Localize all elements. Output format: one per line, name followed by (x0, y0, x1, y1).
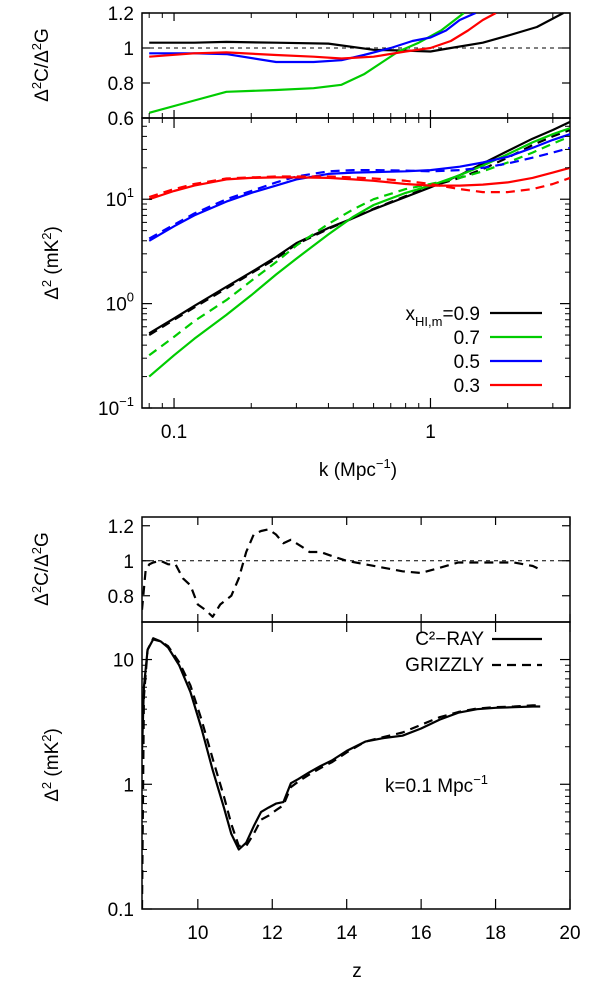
legend-label-c2ray: C²−RAY (415, 629, 484, 650)
xtick-label: 16 (411, 923, 432, 944)
ytick-label: 0.6 (108, 109, 134, 130)
ytick-label: 0.8 (108, 74, 134, 95)
bottom-ratio-ylabel: Δ2C/Δ2G (29, 532, 53, 606)
legend-title: xHI,m=0.9 (406, 304, 480, 329)
bottom-main-plot (142, 637, 541, 909)
ytick-label: 1 (123, 39, 134, 60)
bottom-main-frame (141, 621, 571, 910)
legend-label-grizzly: GRIZZLY (405, 655, 484, 676)
xtick-label: 12 (262, 923, 283, 944)
top-ratio-ylabel: Δ2C/Δ2G (29, 28, 53, 102)
series-line-bm-0 (142, 638, 541, 851)
top-ratio-frame (141, 12, 571, 119)
xtick-label: 20 (559, 923, 580, 944)
series-line-br-0 (142, 528, 541, 618)
legend-label-0: 0.7 (454, 328, 480, 349)
axis-ticks: 0.6 0.8 1 1.2 10−1 100 101 0.1 1 0.8 1 1.2 0.1 1 10 10 1… (98, 4, 581, 944)
bottom-ratio-frame (141, 516, 571, 623)
series-line-tm-2 (148, 127, 570, 378)
bottom-main-xlabel: z (352, 961, 362, 982)
ytick-label: 0.8 (108, 587, 134, 608)
ytick-label: 101 (106, 185, 134, 211)
series-line-tr-2 (149, 13, 477, 64)
bottom-ratio-plot (142, 528, 570, 618)
top-legend: xHI,m=0.9 0.7 0.5 0.3 (406, 304, 542, 397)
series-line-tm-7 (148, 175, 570, 199)
legend-label-1: 0.5 (454, 352, 480, 373)
bottom-main-ylabel: Δ2 (mK2) (39, 728, 63, 802)
k-annotation: k=0.1 Mpc−1 (385, 772, 488, 797)
ytick-label: 100 (106, 290, 134, 316)
series-line-bm-1 (142, 637, 541, 909)
legend-label-2: 0.3 (454, 376, 480, 397)
top-ratio-plot (142, 13, 570, 114)
ytick-label: 10−1 (98, 394, 134, 420)
ytick-label: 1 (123, 775, 134, 796)
top-main-xlabel: k (Mpc−1) (319, 456, 397, 481)
series-line-tr-1 (148, 13, 465, 114)
series-line-tm-1 (148, 128, 570, 336)
ytick-label: 10 (113, 651, 134, 672)
top-main-ylabel: Δ2 (mK2) (39, 226, 63, 300)
ytick-label: 1 (123, 552, 134, 573)
series-line-tm-6 (148, 166, 570, 201)
ytick-label: 1.2 (108, 4, 134, 25)
series-line-tm-3 (148, 135, 570, 357)
top-main-plot (148, 120, 570, 378)
xtick-label: 10 (187, 923, 208, 944)
top-main-frame (141, 117, 571, 409)
bottom-legend: C²−RAY GRIZZLY (405, 629, 542, 676)
xtick-label: 0.1 (161, 422, 187, 443)
ytick-label: 1.2 (108, 517, 134, 538)
xtick-label: 14 (336, 923, 358, 944)
xtick-label: 1 (425, 422, 436, 443)
series-line-tr-0 (149, 13, 564, 53)
series-line-tr-3 (149, 13, 497, 60)
series-line-tm-5 (148, 146, 570, 240)
ytick-label: 0.1 (108, 900, 134, 921)
xtick-label: 18 (485, 923, 506, 944)
series-line-tm-4 (148, 133, 570, 242)
